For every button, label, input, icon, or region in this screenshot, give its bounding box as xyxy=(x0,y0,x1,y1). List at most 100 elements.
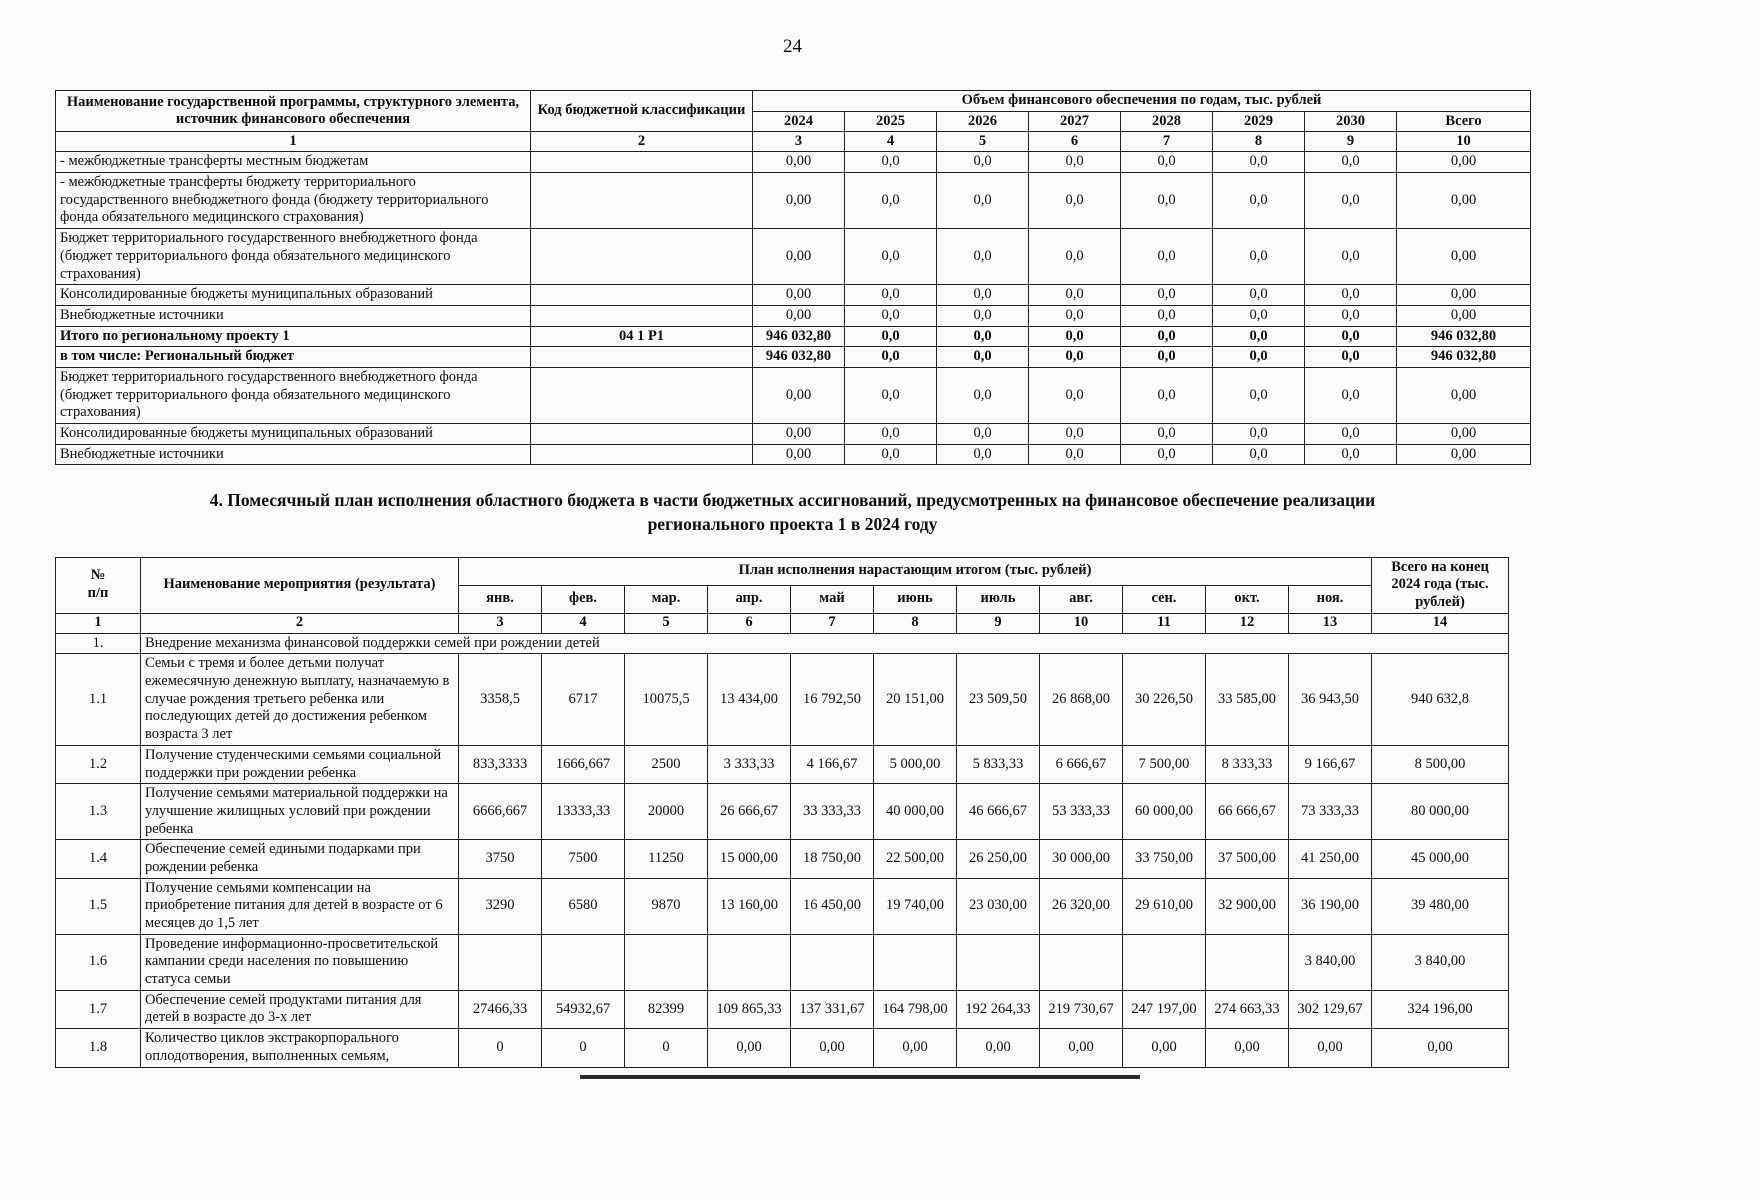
row-value: 0,0 xyxy=(844,151,937,174)
row-value: 0,0 xyxy=(1304,228,1397,286)
row-month-value: 22 500,00 xyxy=(873,839,957,879)
row-value: 0,0 xyxy=(1120,423,1213,445)
row-value: 0,0 xyxy=(1212,172,1305,230)
year-column-header: 2027 xyxy=(1028,110,1121,133)
row-value: 0,0 xyxy=(1304,172,1397,230)
row-budget-code xyxy=(530,423,753,445)
row-month-value: 0,00 xyxy=(1122,1028,1206,1068)
table1-body: - межбюджетные трансферты местным бюджет… xyxy=(55,151,1532,466)
row-month-value: 1666,667 xyxy=(541,744,625,785)
row-month-value: 16 792,50 xyxy=(790,653,874,746)
row-month-value xyxy=(1205,933,1289,991)
row-value: 0,00 xyxy=(1395,228,1532,286)
row-month-value: 46 666,67 xyxy=(956,783,1040,841)
row-month-value: 0,00 xyxy=(790,1028,874,1068)
column-number: 7 xyxy=(790,612,874,634)
row-budget-code xyxy=(530,304,753,327)
row-month-value: 66 666,67 xyxy=(1205,783,1289,841)
row-value: 0,0 xyxy=(1120,151,1213,174)
table1-group-header: Объем финансового обеспечения по годам, … xyxy=(751,90,1532,112)
row-month-value: 0,00 xyxy=(956,1028,1040,1068)
row-name: Получение студенческими семьями социальн… xyxy=(140,744,459,785)
row-month-value: 30 000,00 xyxy=(1039,839,1123,879)
row-total-value: 80 000,00 xyxy=(1371,783,1510,841)
row-month-value: 10075,5 xyxy=(624,653,708,746)
row-name: Получение семьями материальной поддержки… xyxy=(140,783,459,841)
row-month-value: 26 868,00 xyxy=(1039,653,1123,746)
row-total-value: 3 840,00 xyxy=(1371,933,1510,991)
row-value: 0,0 xyxy=(1304,284,1397,306)
year-column-header: 2024 xyxy=(752,110,845,133)
row-name: Количество циклов экстракорпорального оп… xyxy=(140,1028,459,1068)
row-value: 0,0 xyxy=(936,151,1029,174)
row-month-value: 26 666,67 xyxy=(707,783,791,841)
row-month-value: 15 000,00 xyxy=(707,839,791,879)
table2-row: 1.6 Проведение информационно-просветитель… xyxy=(55,933,1510,991)
row-name: Получение семьями компенсации на приобре… xyxy=(140,877,459,935)
row-value: 0,0 xyxy=(1120,346,1213,368)
row-value: 0,00 xyxy=(1395,151,1532,174)
table2-row: 1.4 Обеспечение семей едиными подарками п… xyxy=(55,839,1510,879)
row-month-value: 54932,67 xyxy=(541,989,625,1030)
month-column-header: июнь xyxy=(873,584,957,614)
row-value: 0,0 xyxy=(936,304,1029,327)
column-number: 5 xyxy=(624,612,708,634)
table2-row: 1.5 Получение семьями компенсации на прио… xyxy=(55,877,1510,935)
row-value: 0,0 xyxy=(844,443,937,466)
table2-row: 1.3 Получение семьями материальной поддер… xyxy=(55,783,1510,841)
row-month-value: 0,00 xyxy=(1287,1028,1373,1068)
month-column-header: окт. xyxy=(1205,584,1289,614)
row-budget-code xyxy=(530,151,753,174)
row-value: 0,0 xyxy=(844,228,937,286)
row-value: 0,0 xyxy=(936,284,1029,306)
monthly-plan-table: № п/п Наименование мероприятия (результа… xyxy=(55,556,1510,1068)
row-value: 0,0 xyxy=(1120,325,1213,348)
row-name: Обеспечение семей едиными подарками при … xyxy=(140,839,459,879)
row-month-value: 0,00 xyxy=(1039,1028,1123,1068)
row-total-value: 0,00 xyxy=(1371,1028,1510,1068)
row-name: Итого по региональному проекту 1 xyxy=(55,325,531,348)
row-value: 0,0 xyxy=(1304,423,1397,445)
row-month-value: 36 190,00 xyxy=(1287,877,1373,935)
row-month-value: 9870 xyxy=(624,877,708,935)
row-month-value: 5 833,33 xyxy=(956,744,1040,785)
row-value: 0,00 xyxy=(752,423,845,445)
table2-numbers-row: 1 2 3 4 5 6 7 8 9 10 11 12 13 14 xyxy=(55,612,1510,634)
row-value: 0,0 xyxy=(844,366,937,425)
row-number: 1.6 xyxy=(55,933,141,991)
row-month-value: 109 865,33 xyxy=(707,989,791,1030)
table2-body: 1. Внедрение механизма финансовой поддерж… xyxy=(55,632,1510,1068)
row-month-value: 6666,667 xyxy=(458,783,542,841)
row-month-value xyxy=(790,933,874,991)
row-month-value: 219 730,67 xyxy=(1039,989,1123,1030)
column-number: 8 xyxy=(873,612,957,634)
row-value: 0,0 xyxy=(844,346,937,368)
row-name: Проведение информационно-просветительско… xyxy=(140,933,459,991)
month-column-header: июль xyxy=(956,584,1040,614)
column-number: 9 xyxy=(1304,131,1397,153)
row-name: Обеспечение семей продуктами питания для… xyxy=(140,989,459,1030)
row-month-value: 2500 xyxy=(624,744,708,785)
row-month-value: 5 000,00 xyxy=(873,744,957,785)
row-number: 1.7 xyxy=(55,989,141,1030)
table2-header-row: № п/п Наименование мероприятия (результа… xyxy=(55,556,1510,614)
scan-divider-line xyxy=(580,1075,1140,1079)
month-column-header: ноя. xyxy=(1287,584,1373,614)
row-value: 0,00 xyxy=(1395,423,1532,445)
row-name: Внебюджетные источники xyxy=(55,443,531,466)
row-month-value: 0,00 xyxy=(1205,1028,1289,1068)
table1-row: - межбюджетные трансферты местным бюджет… xyxy=(55,151,1532,174)
row-value: 0,0 xyxy=(1120,228,1213,286)
row-value: 0,0 xyxy=(1304,443,1397,466)
row-number: 1.2 xyxy=(55,744,141,785)
row-month-value: 37 500,00 xyxy=(1205,839,1289,879)
row-month-value: 302 129,67 xyxy=(1287,989,1373,1030)
row-month-value: 36 943,50 xyxy=(1287,653,1373,746)
table1-row: Бюджет территориального государственного… xyxy=(55,228,1532,286)
row-month-value: 16 450,00 xyxy=(790,877,874,935)
row-total-value: 39 480,00 xyxy=(1371,877,1510,935)
table1-numbers-row: 1 2 3 4 5 6 7 8 9 10 xyxy=(55,131,1532,153)
table1-header-row: Наименование государственной программы, … xyxy=(55,89,1532,133)
month-column-header: май xyxy=(790,584,874,614)
